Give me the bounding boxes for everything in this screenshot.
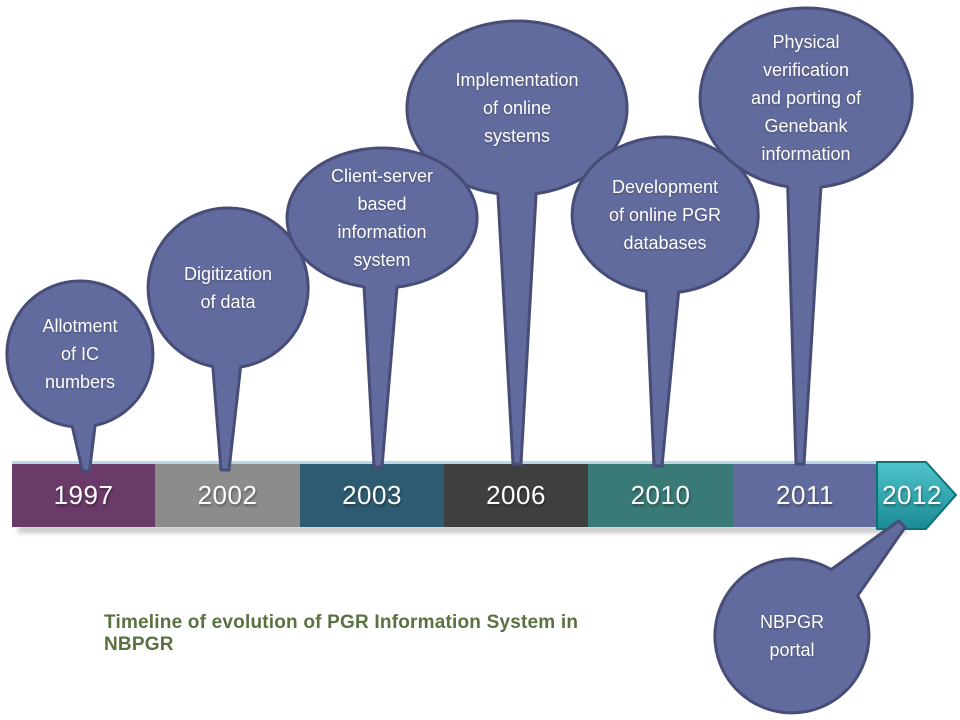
segment-1997 — [12, 464, 155, 527]
segment-2010 — [588, 464, 733, 527]
balloon-2012-portal-shape — [713, 519, 907, 715]
timeline-top-edge — [12, 461, 877, 464]
balloon-2011-shape — [698, 6, 914, 466]
timeline-bar-shadow — [18, 526, 906, 533]
segment-2003 — [300, 464, 444, 527]
segment-2002 — [155, 464, 300, 527]
balloon-1997-shape — [5, 279, 155, 473]
balloon-2003-shape — [285, 146, 479, 469]
balloon-2010-shape — [570, 135, 760, 468]
segment-2012-arrow — [876, 461, 957, 530]
segment-2011 — [733, 464, 877, 527]
segment-2006 — [444, 464, 588, 527]
balloon-2002-shape — [146, 206, 310, 472]
